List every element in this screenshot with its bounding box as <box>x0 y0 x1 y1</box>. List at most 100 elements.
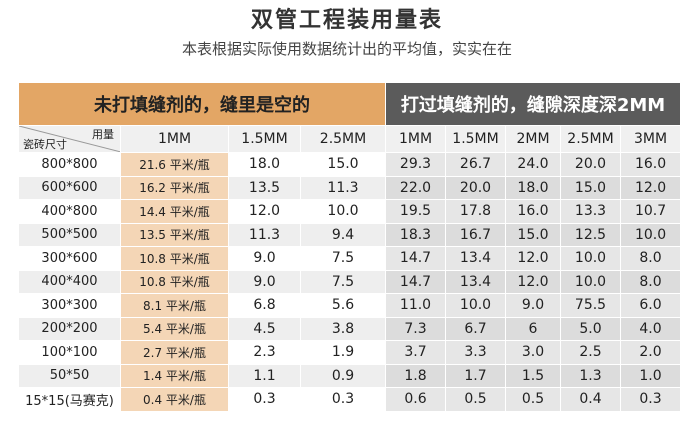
column-header: 2.5MM <box>560 125 621 153</box>
column-header: 2MM <box>505 125 561 153</box>
corner-bottom: 瓷砖尺寸 <box>23 138 67 151</box>
cell: 1.3 <box>560 363 621 388</box>
table-row: 100*100 2.7 平米/瓶 2.3 1.9 3.7 3.3 3.0 2.5 2.0 <box>18 340 682 365</box>
cell: 29.3 <box>385 152 446 177</box>
cell: 6.8 <box>228 293 301 318</box>
cell: 7.5 <box>300 246 386 271</box>
row-header: 400*800 <box>18 199 121 224</box>
cell: 0.3 <box>619 387 682 412</box>
cell: 0.9 <box>300 363 386 388</box>
cell: 7.3 <box>385 316 446 341</box>
cell: 16.2 平米/瓶 <box>120 175 229 200</box>
table-row: 50*50 1.4 平米/瓶 1.1 0.9 1.8 1.7 1.5 1.3 1.0 <box>18 363 682 388</box>
cell: 1.5 <box>505 363 561 388</box>
row-header: 50*50 <box>18 363 121 388</box>
cell: 3.3 <box>445 340 506 365</box>
cell: 1.9 <box>300 340 386 365</box>
group-header: 打过填缝剂的，缝隙深度深2MM <box>384 82 682 126</box>
cell: 9.0 <box>505 293 561 318</box>
cell: 15.0 <box>300 152 386 177</box>
cell: 10.7 <box>619 199 682 224</box>
row-header: 800*800 <box>18 152 121 177</box>
cell: 26.7 <box>445 152 506 177</box>
cell: 22.0 <box>385 175 446 200</box>
cell: 12.0 <box>228 199 301 224</box>
cell: 8.0 <box>619 269 682 294</box>
cell: 10.0 <box>560 269 621 294</box>
cell: 16.0 <box>505 199 561 224</box>
cell: 2.0 <box>619 340 682 365</box>
cell: 9.0 <box>228 246 301 271</box>
corner-top: 用量 <box>92 128 114 141</box>
cell: 14.4 平米/瓶 <box>120 199 229 224</box>
cell: 0.5 <box>445 387 506 412</box>
cell: 10.0 <box>560 246 621 271</box>
table-row: 500*500 13.5 平米/瓶 11.3 9.4 18.3 16.7 15.0 12.5 1… <box>18 222 682 247</box>
cell: 13.5 <box>228 175 301 200</box>
cell: 24.0 <box>505 152 561 177</box>
cell: 0.4 <box>560 387 621 412</box>
cell: 5.4 平米/瓶 <box>120 316 229 341</box>
column-header: 2.5MM <box>300 125 386 153</box>
title: 双管工程装用量表 <box>250 8 443 33</box>
table-row: 15*15(马赛克) 0.4 平米/瓶 0.3 0.3 0.6 0.5 0.5 0.4 0.3 <box>18 387 682 412</box>
cell: 11.3 <box>228 222 301 247</box>
row-header: 400*400 <box>18 269 121 294</box>
cell: 0.5 <box>505 387 561 412</box>
cell: 3.8 <box>300 316 386 341</box>
group-row: 未打填缝剂的，缝里是空的 打过填缝剂的，缝隙深度深2MM <box>18 82 682 126</box>
cell: 3.7 <box>385 340 446 365</box>
cell: 11.3 <box>300 175 386 200</box>
cell: 0.6 <box>385 387 446 412</box>
table-row: 400*400 10.8 平米/瓶 9.0 7.5 14.7 13.4 12.0 10.0 8.… <box>18 269 682 294</box>
cell: 18.3 <box>385 222 446 247</box>
row-header: 300*600 <box>18 246 121 271</box>
cell: 10.0 <box>300 199 386 224</box>
cell: 9.0 <box>228 269 301 294</box>
cell: 15.0 <box>505 222 561 247</box>
cell: 18.0 <box>505 175 561 200</box>
cell: 1.0 <box>619 363 682 388</box>
cell: 7.5 <box>300 269 386 294</box>
cell: 2.7 平米/瓶 <box>120 340 229 365</box>
row-header: 200*200 <box>18 316 121 341</box>
cell: 2.5 <box>560 340 621 365</box>
column-header: 3MM <box>619 125 682 153</box>
cell: 18.0 <box>228 152 301 177</box>
column-header: 1MM <box>120 125 229 153</box>
table-row: 600*600 16.2 平米/瓶 13.5 11.3 22.0 20.0 18.0 15.0… <box>18 175 682 200</box>
cell: 1.4 平米/瓶 <box>120 363 229 388</box>
row-header: 15*15(马赛克) <box>18 387 121 412</box>
column-header-row: 用量 瓷砖尺寸 1MM 1.5MM 2.5MM 1MM 1.5MM 2MM 2.5MM 3MM <box>18 125 682 153</box>
cell: 9.4 <box>300 222 386 247</box>
cell: 12.0 <box>619 175 682 200</box>
table-row: 200*200 5.4 平米/瓶 4.5 3.8 7.3 6.7 6 5.0 4.0 <box>18 316 682 341</box>
cell: 75.5 <box>560 293 621 318</box>
cell: 10.8 平米/瓶 <box>120 269 229 294</box>
subtitle: 本表根据实际使用数据统计出的平均值，实实在在 <box>181 40 512 58</box>
cell: 6.0 <box>619 293 682 318</box>
cell: 12.0 <box>505 269 561 294</box>
cell: 17.8 <box>445 199 506 224</box>
table: 未打填缝剂的，缝里是空的 打过填缝剂的，缝隙深度深2MM 用量 瓷砖尺寸 1MM… <box>18 82 682 412</box>
cell: 8.0 <box>619 246 682 271</box>
cell: 15.0 <box>560 175 621 200</box>
cell: 0.3 <box>300 387 386 412</box>
cell: 1.1 <box>228 363 301 388</box>
cell: 1.8 <box>385 363 446 388</box>
cell: 12.5 <box>560 222 621 247</box>
cell: 0.4 平米/瓶 <box>120 387 229 412</box>
cell: 13.4 <box>445 246 506 271</box>
column-header: 1.5MM <box>228 125 301 153</box>
diagonal <box>19 126 120 152</box>
cell: 6.7 <box>445 316 506 341</box>
column-header: 1.5MM <box>445 125 506 153</box>
cell: 12.0 <box>505 246 561 271</box>
cell: 6 <box>505 316 561 341</box>
row-header: 100*100 <box>18 340 121 365</box>
cell: 16.0 <box>619 152 682 177</box>
cell: 5.0 <box>560 316 621 341</box>
column-header: 1MM <box>385 125 446 153</box>
cell: 14.7 <box>385 246 446 271</box>
